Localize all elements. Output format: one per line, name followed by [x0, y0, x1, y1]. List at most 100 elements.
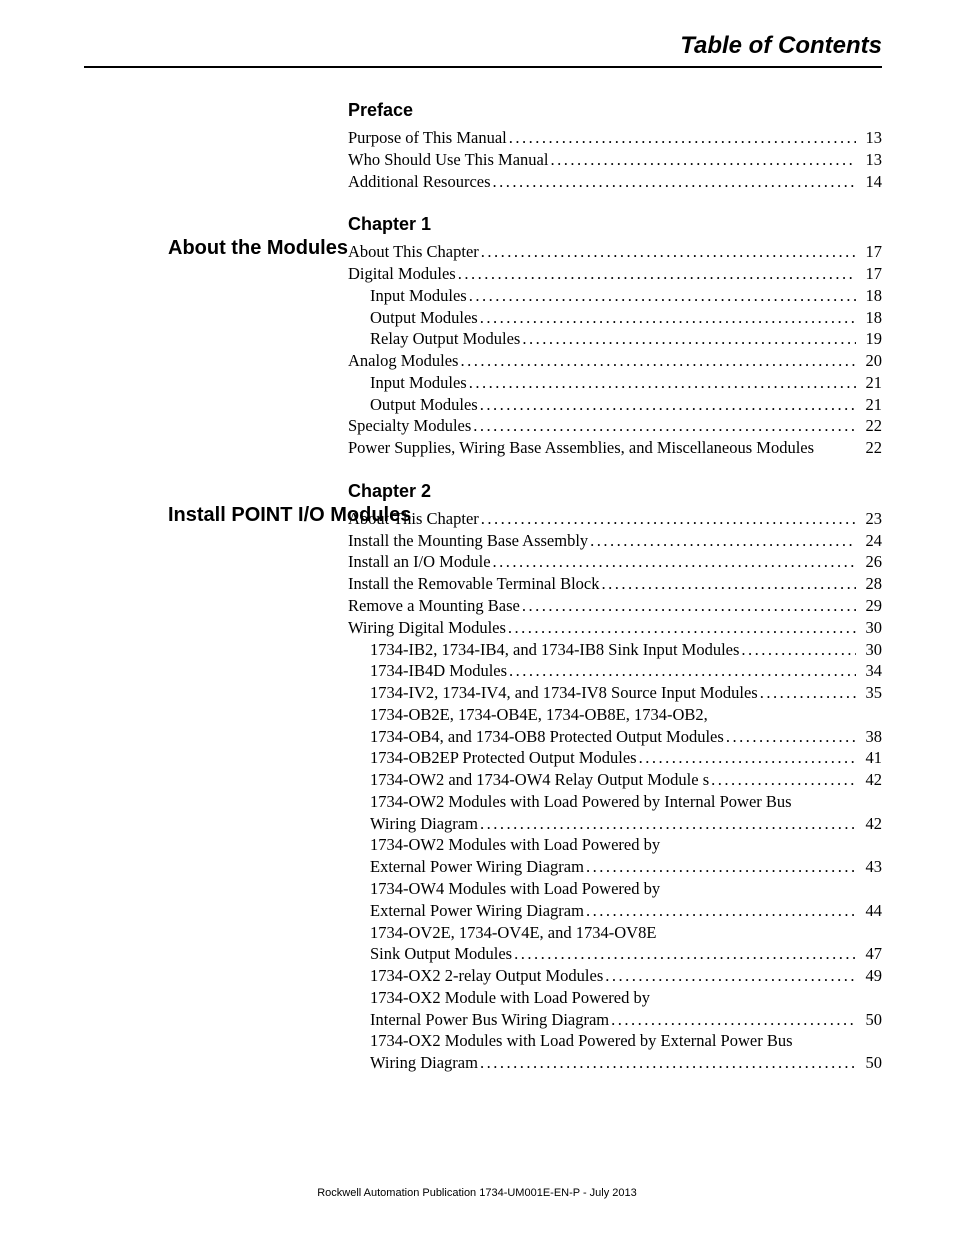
toc-entry[interactable]: About This Chapter 17	[348, 241, 882, 263]
toc-entry[interactable]: Remove a Mounting Base29	[348, 595, 882, 617]
toc-entry-label: Sink Output Modules	[370, 943, 512, 965]
toc-entry[interactable]: Specialty Modules 22	[348, 415, 882, 437]
side-heading: Install POINT I/O Modules	[168, 504, 411, 527]
toc-entry-label: Wiring Diagram	[370, 813, 478, 835]
toc-entry[interactable]: 1734-IV2, 1734-IV4, and 1734-IV8 Source …	[348, 682, 882, 704]
toc-entry-page: 29	[858, 595, 882, 617]
toc-entry-page: 20	[858, 350, 882, 372]
toc-leader-dots	[473, 415, 856, 437]
toc-entry-page: 17	[858, 241, 882, 263]
toc-leader-dots	[522, 328, 856, 350]
toc-entry[interactable]: Input Modules21	[348, 372, 882, 394]
toc-leader-dots	[514, 943, 856, 965]
toc-entry[interactable]: 1734-OB2EP Protected Output Modules 41	[348, 747, 882, 769]
toc-entry[interactable]: About This Chapter23	[348, 508, 882, 530]
toc-entry-page: 41	[858, 747, 882, 769]
toc-leader-dots	[481, 241, 856, 263]
toc-entry-page: 24	[858, 530, 882, 552]
toc-leader-dots	[611, 1009, 856, 1031]
toc-entry-label: Relay Output Modules	[370, 328, 520, 350]
toc-entry[interactable]: Sink Output Modules 47	[348, 943, 882, 965]
toc-entry[interactable]: Digital Modules17	[348, 263, 882, 285]
toc-entry-label: 1734-OW2 and 1734-OW4 Relay Output Modul…	[370, 769, 709, 791]
toc-entry[interactable]: Purpose of This Manual13	[348, 127, 882, 149]
toc-entry-page: 28	[858, 573, 882, 595]
toc-entry[interactable]: External Power Wiring Diagram44	[348, 900, 882, 922]
toc-entry[interactable]: Who Should Use This Manual13	[348, 149, 882, 171]
toc-leader-dots	[639, 747, 856, 769]
toc-entry-label: Wiring Digital Modules	[348, 617, 506, 639]
toc-entry[interactable]: Wiring Digital Modules30	[348, 617, 882, 639]
toc-entry[interactable]: Input Modules18	[348, 285, 882, 307]
toc-entry-label: 1734-IV2, 1734-IV4, and 1734-IV8 Source …	[370, 682, 758, 704]
section-heading: Chapter 2	[348, 481, 882, 502]
toc-entry[interactable]: Install an I/O Module26	[348, 551, 882, 573]
toc-leader-dots	[481, 508, 856, 530]
toc-entry-label: 1734-OX2 2-relay Output Modules	[370, 965, 603, 987]
page-footer: Rockwell Automation Publication 1734-UM0…	[0, 1187, 954, 1199]
toc-leader-dots	[458, 263, 856, 285]
toc-entry-page: 18	[858, 307, 882, 329]
title-rule	[84, 66, 882, 68]
toc-entry[interactable]: Output Modules18	[348, 307, 882, 329]
toc-leader-dots	[522, 595, 856, 617]
toc-leader-dots	[480, 813, 856, 835]
toc-entry-page: 22	[858, 437, 882, 459]
toc-entry-label: 1734-OB2EP Protected Output Modules	[370, 747, 637, 769]
toc-entry-page: 50	[858, 1052, 882, 1074]
toc-entry[interactable]: 1734-IB2, 1734-IB4, and 1734-IB8 Sink In…	[348, 639, 882, 661]
toc-entry-continuation: 1734-OW2 Modules with Load Powered by In…	[348, 791, 882, 813]
toc-entry-label: About This Chapter	[348, 241, 479, 263]
toc-entry-label: Install an I/O Module	[348, 551, 491, 573]
toc-entry-page: 17	[858, 263, 882, 285]
toc-entry[interactable]: Wiring Diagram 50	[348, 1052, 882, 1074]
toc-entry-page: 50	[858, 1009, 882, 1031]
toc-entry-label: Output Modules	[370, 394, 478, 416]
toc-entry-label: External Power Wiring Diagram	[370, 856, 584, 878]
toc-leader-dots	[480, 307, 856, 329]
toc-entry-label: Internal Power Bus Wiring Diagram	[370, 1009, 609, 1031]
toc-entry-label: Specialty Modules	[348, 415, 471, 437]
toc-entry-page: 42	[858, 813, 882, 835]
toc-entry-page: 19	[858, 328, 882, 350]
toc-entry[interactable]: Internal Power Bus Wiring Diagram 50	[348, 1009, 882, 1031]
toc-entry[interactable]: Install the Removable Terminal Block28	[348, 573, 882, 595]
toc-entry[interactable]: 1734-IB4D Modules 34	[348, 660, 882, 682]
toc-leader-dots	[509, 660, 856, 682]
section-heading: Chapter 1	[348, 214, 882, 235]
toc-leader-dots	[469, 372, 856, 394]
toc-entry[interactable]: Output Modules21	[348, 394, 882, 416]
toc-entry-page: 47	[858, 943, 882, 965]
toc-entry-continuation: 1734-OX2 Module with Load Powered by	[348, 987, 882, 1009]
toc-entry[interactable]: Install the Mounting Base Assembly 24	[348, 530, 882, 552]
toc-entry[interactable]: External Power Wiring Diagram 43	[348, 856, 882, 878]
toc-leader-dots	[469, 285, 856, 307]
toc-leader-dots	[741, 639, 856, 661]
toc-entry-page: 34	[858, 660, 882, 682]
toc-leader-dots	[509, 127, 856, 149]
toc-entry-label: Install the Mounting Base Assembly	[348, 530, 588, 552]
toc-entry-page: 43	[858, 856, 882, 878]
toc-leader-dots	[493, 551, 856, 573]
page-title: Table of Contents	[84, 32, 882, 60]
toc-entry-page: 14	[858, 171, 882, 193]
toc-entry[interactable]: Analog Modules20	[348, 350, 882, 372]
toc-entry[interactable]: Power Supplies, Wiring Base Assemblies, …	[348, 437, 882, 459]
toc-entry-page: 49	[858, 965, 882, 987]
toc-leader-dots	[460, 350, 856, 372]
toc-leader-dots	[605, 965, 856, 987]
toc-entry[interactable]: 1734-OX2 2-relay Output Modules 49	[348, 965, 882, 987]
toc-entry[interactable]: Relay Output Modules 19	[348, 328, 882, 350]
toc-entry-label: Wiring Diagram	[370, 1052, 478, 1074]
toc-entry-page: 30	[858, 639, 882, 661]
toc-entry[interactable]: Wiring Diagram 42	[348, 813, 882, 835]
toc-entry-page: 22	[858, 415, 882, 437]
toc-entry-label: 1734-IB4D Modules	[370, 660, 507, 682]
toc-entry[interactable]: 1734-OB4, and 1734-OB8 Protected Output …	[348, 726, 882, 748]
toc-leader-dots	[760, 682, 856, 704]
toc-entry-label: Input Modules	[370, 285, 467, 307]
toc-entry-continuation: 1734-OV2E, 1734-OV4E, and 1734-OV8E	[348, 922, 882, 944]
toc-entry[interactable]: 1734-OW2 and 1734-OW4 Relay Output Modul…	[348, 769, 882, 791]
toc-entry[interactable]: Additional Resources14	[348, 171, 882, 193]
toc-leader-dots	[590, 530, 856, 552]
